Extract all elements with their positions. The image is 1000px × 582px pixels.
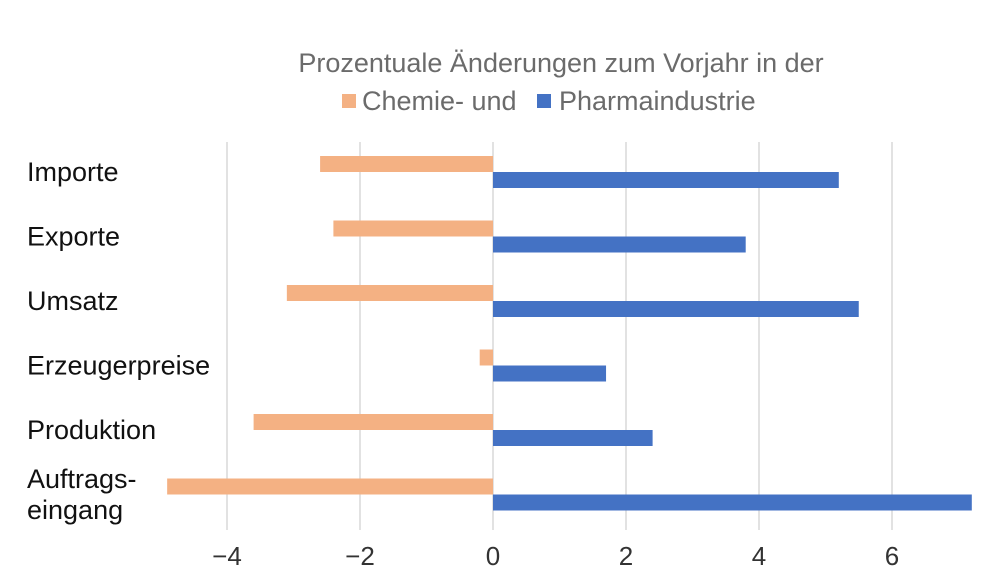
- bar: [253, 414, 493, 430]
- category-label: Produktion: [27, 415, 156, 445]
- x-tick-label: −2: [345, 541, 375, 571]
- x-tick-label: 4: [752, 541, 766, 571]
- legend-swatch: [537, 94, 551, 108]
- bar: [286, 285, 493, 301]
- bar: [493, 301, 859, 317]
- bar: [333, 220, 493, 237]
- category-label: Exporte: [27, 222, 120, 252]
- category-label: Erzeugerpreise: [27, 351, 210, 381]
- category-label: Importe: [27, 157, 119, 187]
- bar: [493, 365, 607, 382]
- bars: [167, 156, 972, 511]
- bar: [493, 494, 972, 511]
- legend: Chemie- und Pharmaindustrie: [342, 86, 756, 116]
- category-label: eingang: [27, 495, 123, 525]
- category-label: Auftrags-: [27, 464, 137, 494]
- bar: [167, 478, 493, 495]
- legend-label: Pharmaindustrie: [559, 86, 756, 116]
- x-tick-label: −4: [212, 541, 242, 571]
- x-tick-label: 6: [885, 541, 899, 571]
- legend-swatch: [342, 94, 356, 108]
- legend-label: Chemie- und: [362, 86, 517, 116]
- bar: [479, 349, 493, 366]
- category-labels: Importe Exporte Umsatz Erzeugerpreise Produk…: [27, 157, 210, 525]
- gridlines: [226, 142, 893, 530]
- bar: [320, 156, 493, 172]
- category-label: Umsatz: [27, 286, 119, 316]
- bar: [493, 236, 746, 253]
- chart-title: Prozentuale Änderungen zum Vorjahr in de…: [298, 48, 823, 78]
- x-tick-labels: −4 −2 0 2 4 6: [212, 541, 899, 571]
- bar: [493, 172, 839, 188]
- x-tick-label: 2: [619, 541, 633, 571]
- x-tick-label: 0: [486, 541, 500, 571]
- bar: [493, 430, 653, 446]
